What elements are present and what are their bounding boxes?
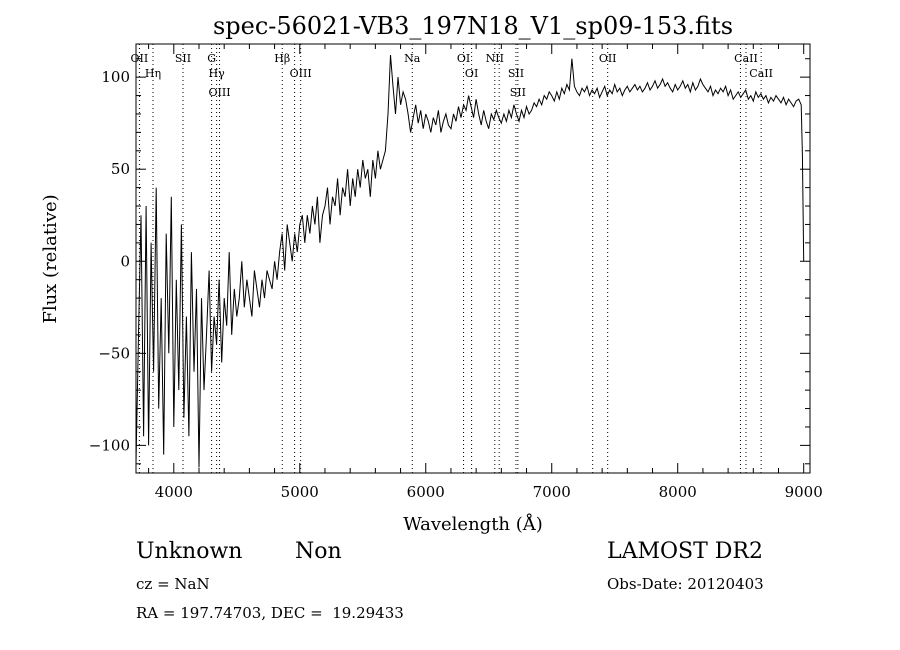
line-marker-label: Na	[404, 52, 421, 65]
y-axis-label: Flux (relative)	[40, 194, 61, 323]
line-marker-label: OIII	[208, 86, 230, 99]
y-tick-label: −50	[98, 344, 130, 362]
coordinates: RA = 197.74703, DEC = 19.29433	[136, 604, 404, 622]
observation-date: Obs-Date: 20120403	[607, 575, 764, 593]
y-tick-label: 0	[120, 252, 130, 270]
x-tick-label: 6000	[407, 483, 445, 501]
y-tick-label: 100	[101, 68, 130, 86]
line-marker-label: G	[207, 52, 216, 65]
x-tick-label: 4000	[155, 483, 193, 501]
y-tick-label: −100	[89, 436, 130, 454]
line-marker-label: CaII	[734, 52, 758, 65]
line-marker-label: OII	[599, 52, 617, 65]
line-marker-label: Hγ	[209, 67, 226, 80]
chart-title: spec-56021-VB3_197N18_V1_sp09-153.fits	[213, 12, 733, 40]
x-tick-label: 9000	[785, 483, 823, 501]
line-marker-label: CaII	[749, 67, 773, 80]
plot-frame	[135, 43, 811, 474]
line-marker-label: SII	[508, 67, 524, 80]
line-marker-label: OI	[457, 52, 470, 65]
axis-tick-labels: 4000 5000 6000 7000 8000 9000 −100 −50 0 50 100	[89, 68, 823, 501]
redshift-value: cz = NaN	[136, 575, 210, 593]
x-tick-label: 5000	[281, 483, 319, 501]
survey-name: LAMOST DR2	[607, 539, 763, 564]
line-marker-label: Hη	[145, 67, 161, 80]
line-marker-label: SII	[510, 86, 526, 99]
x-tick-label: 8000	[659, 483, 697, 501]
x-axis-label: Wavelength (Å)	[403, 513, 543, 535]
axis-ticks	[136, 44, 810, 473]
spectrum-line	[135, 54, 805, 468]
y-tick-label: 50	[111, 160, 130, 178]
line-marker-label: OIII	[290, 67, 312, 80]
line-marker-label: OI	[465, 67, 478, 80]
object-subclass: Non	[295, 539, 342, 564]
line-marker-label: Hβ	[274, 52, 290, 65]
object-class: Unknown	[136, 539, 243, 564]
line-marker-label: NII	[486, 52, 504, 65]
line-marker-label: SII	[175, 52, 191, 65]
x-tick-label: 7000	[533, 483, 571, 501]
